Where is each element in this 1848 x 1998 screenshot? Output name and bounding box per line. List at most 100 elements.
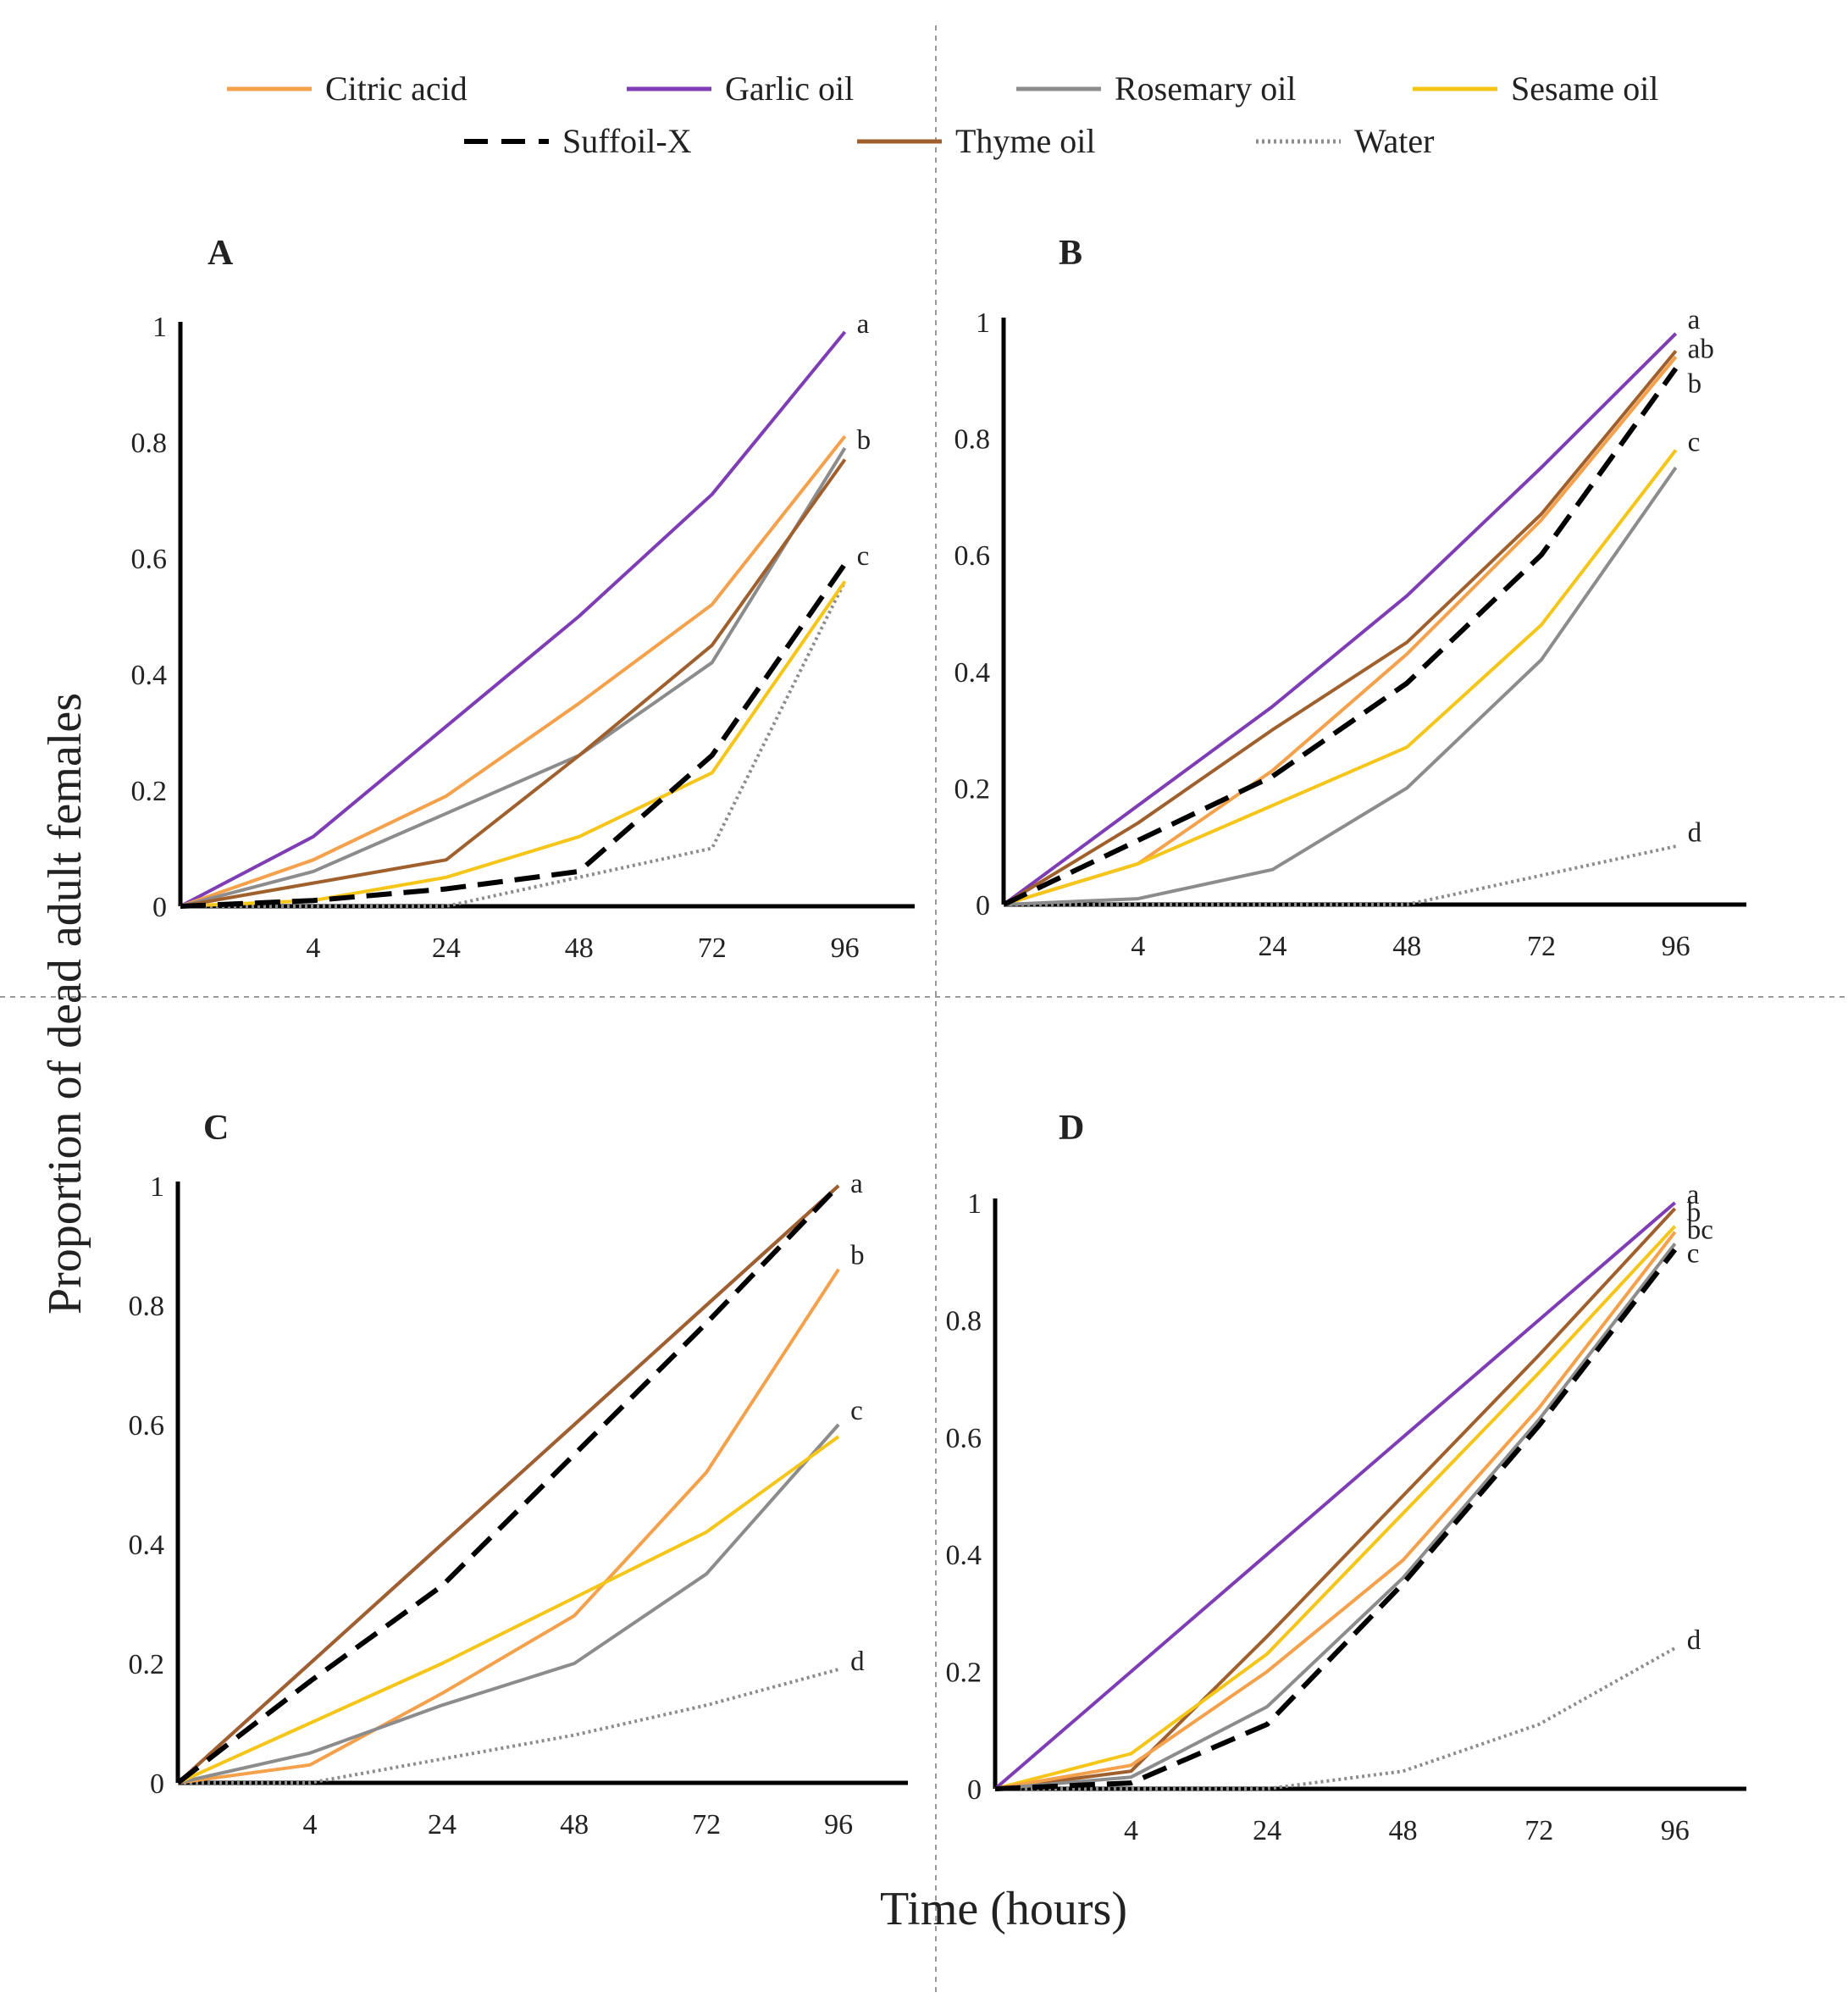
panel-c-letter: C: [203, 1109, 229, 1148]
panel-a-series-garlic-oil: [180, 330, 847, 908]
panel-c-ytick-0-8: 0.8: [129, 1291, 165, 1322]
panel-d-sig-a-0: a: [1687, 1180, 1700, 1210]
panel-d-ytick-0-4: 0.4: [946, 1540, 982, 1571]
panel-c: C 0 0.2 0.4 0.6 0.8 1 4 24 48 72 96 a b c d: [129, 1109, 908, 1840]
panel-c-sig-c-2: c: [850, 1396, 863, 1426]
legend-item-sesame-oil: Sesame oil: [1413, 69, 1658, 108]
panel-b-xtick-96: 96: [1662, 931, 1690, 962]
panel-d-ytick-0-8: 0.8: [946, 1305, 982, 1337]
panel-d-series-sesame-oil: [994, 1225, 1677, 1790]
panel-c-xtick-72: 72: [692, 1809, 721, 1840]
panel-a-xtick-4: 4: [306, 933, 320, 964]
panel-c-series-citric-acid: [177, 1268, 840, 1785]
panel-c-sig-d-3: d: [850, 1647, 865, 1677]
legend-label-suffoil-x: Suffoil-X: [562, 122, 692, 160]
panel-d-ytick-0-2: 0.2: [946, 1658, 982, 1689]
panel-d-xtick-72: 72: [1524, 1815, 1553, 1846]
panel-a-series-rosemary-oil: [180, 446, 847, 908]
panel-a-series-citric-acid: [180, 434, 847, 908]
panel-a-ytick-0-4: 0.4: [131, 660, 168, 691]
legend-item-citric-acid: Citric acid: [227, 69, 468, 108]
panel-d-xtick-48: 48: [1389, 1815, 1418, 1846]
panel-c-series-rosemary-oil: [177, 1423, 840, 1785]
panel-b-sig-ab-1: ab: [1688, 334, 1714, 364]
panels: A00.20.40.60.814 24 48 72 96abcB00.20.40.60.…: [129, 234, 1746, 1846]
panel-c-series-water: [178, 1668, 839, 1785]
panel-d-series-suffoil-x: [994, 1248, 1678, 1791]
panel-b-sig-c-3: c: [1688, 427, 1701, 457]
panel-a-ytick-0: 0: [152, 892, 167, 923]
panel-b-xtick-24: 24: [1258, 931, 1286, 962]
panel-c-ytick-1: 1: [150, 1171, 164, 1203]
panel-b-ytick-0-4: 0.4: [954, 657, 991, 689]
panel-d-letter: D: [1059, 1109, 1084, 1148]
panel-a-sig-a-0: a: [857, 309, 870, 340]
panel-a-xtick-96: 96: [831, 933, 860, 964]
legend-label-water: Water: [1354, 122, 1435, 160]
panel-c-series-suffoil-x: [176, 1183, 841, 1785]
panel-b-series-suffoil-x: [1002, 367, 1679, 907]
y-axis-title: Proportion of dead adult females: [39, 693, 91, 1314]
panel-d-ytick-0-6: 0.6: [946, 1423, 982, 1454]
panel-d-series-rosemary-oil: [994, 1243, 1677, 1790]
panel-a-ytick-0-8: 0.8: [131, 428, 168, 459]
panel-d-series-garlic-oil: [993, 1201, 1677, 1790]
legend: Citric acid Garlic oil Rosemary oil Sesame …: [227, 69, 1658, 160]
panel-c-sig-b-1: b: [850, 1241, 865, 1271]
panel-b-series-sesame-oil: [1003, 449, 1678, 906]
panel-b-ytick-0-2: 0.2: [954, 773, 991, 805]
panel-a-series-water: [180, 580, 847, 908]
panel-b-sig-d-4: d: [1688, 817, 1702, 848]
panel-b-ytick-0: 0: [976, 890, 990, 922]
panel-b-letter: B: [1059, 234, 1082, 273]
legend-item-rosemary-oil: Rosemary oil: [1016, 69, 1296, 108]
panel-d-sig-b-1: b: [1687, 1198, 1701, 1228]
legend-label-garlic-oil: Garlic oil: [725, 69, 854, 108]
panel-b-xtick-72: 72: [1527, 931, 1556, 962]
panel-d-sig-d-4: d: [1687, 1625, 1701, 1656]
panel-b-xtick-48: 48: [1392, 931, 1421, 962]
panel-b-ytick-0-6: 0.6: [954, 540, 991, 572]
legend-item-water: Water: [1256, 122, 1435, 160]
panel-d-xtick-96: 96: [1661, 1815, 1690, 1846]
panel-b-series-citric-acid: [1003, 356, 1678, 906]
panel-a-ytick-1: 1: [152, 312, 167, 343]
panel-b-series-garlic-oil: [1002, 332, 1678, 906]
panel-a-series-thyme-oil: [180, 458, 847, 908]
panel-b-sig-b-2: b: [1688, 369, 1702, 400]
panel-b-ytick-1: 1: [976, 307, 990, 339]
panel-b: B 0 0.2 0.4 0.6 0.8 1 4 24 48 72 96 aab bc d: [954, 234, 1746, 962]
panel-a-sig-b-1: b: [857, 425, 871, 456]
panel-b-sig-a-0: a: [1688, 305, 1701, 335]
panel-d-ytick-1: 1: [967, 1188, 982, 1220]
panel-d-xtick-4: 4: [1124, 1815, 1138, 1846]
panel-c-ytick-0-2: 0.2: [129, 1649, 165, 1680]
panel-a-series-suffoil-x: [180, 562, 848, 909]
legend-item-garlic-oil: Garlic oil: [627, 69, 854, 108]
panel-a-xtick-48: 48: [565, 933, 594, 964]
panel-b-series-thyme-oil: [1002, 350, 1678, 906]
panel-a-letter: A: [207, 234, 234, 273]
panel-d-sig-c-3: c: [1687, 1238, 1700, 1269]
panel-c-sig-a-0: a: [850, 1169, 863, 1199]
legend-label-thyme-oil: Thyme oil: [955, 122, 1096, 160]
panel-c-xtick-24: 24: [428, 1809, 456, 1840]
legend-item-thyme-oil: Thyme oil: [857, 122, 1096, 160]
panel-a-ytick-0-2: 0.2: [131, 776, 168, 807]
panel-a-sig-c-2: c: [857, 541, 870, 572]
panel-d-ytick-0: 0: [967, 1774, 982, 1806]
panel-d-xtick-24: 24: [1253, 1815, 1281, 1846]
panel-c-series-thyme-oil: [176, 1184, 840, 1785]
panel-d-series-water: [995, 1647, 1676, 1790]
panel-c-series-sesame-oil: [177, 1435, 840, 1785]
panel-a-xtick-24: 24: [432, 933, 461, 964]
panel-c-ytick-0: 0: [150, 1768, 164, 1800]
legend-label-rosemary-oil: Rosemary oil: [1115, 69, 1296, 108]
legend-label-citric-acid: Citric acid: [325, 69, 468, 108]
panel-a: A 0 0.2 0.4 0.6 0.8 1 4 24 48 72 96 a b c: [131, 234, 915, 964]
panel-a-xtick-72: 72: [698, 933, 727, 964]
panel-b-xtick-4: 4: [1131, 931, 1145, 962]
panel-c-xtick-48: 48: [560, 1809, 589, 1840]
